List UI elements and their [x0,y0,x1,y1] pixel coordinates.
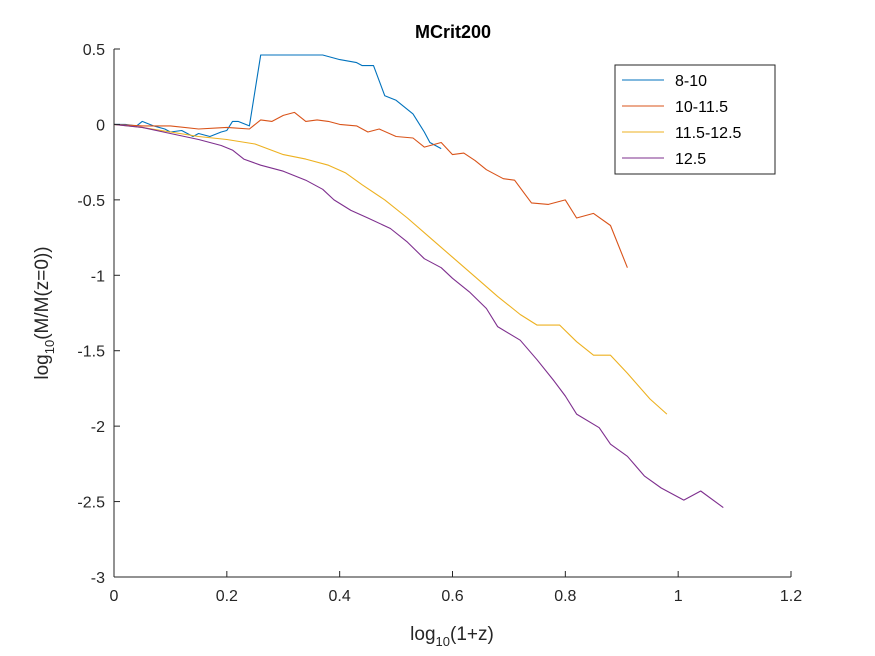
legend-label: 8-10 [675,73,707,90]
y-tick-label: 0.5 [83,42,105,59]
y-tick-label: -0.5 [77,193,105,210]
x-tick-label: 0 [110,588,119,605]
x-tick-label: 0.8 [554,588,576,605]
legend-label: 11.5-12.5 [675,125,742,142]
y-ticks: -3 -2.5 -2 -1.5 -1 -0.5 0 0.5 [77,42,120,587]
legend-box [614,64,776,175]
x-ticks: 0 0.2 0.4 0.6 0.8 1 1.2 [110,571,802,605]
legend-label: 10-11.5 [675,99,728,116]
x-tick-label: 0.4 [329,588,351,605]
legend-label: 12.5 [675,151,706,168]
x-tick-label: 1 [674,588,683,605]
series-line-8-10 [114,54,442,150]
y-axis-label: log10(M/M(z=0)) [32,246,57,379]
series-line-10-11-5 [113,111,628,268]
legend: 8-10 10-11.5 11.5-12.5 12.5 [614,64,776,175]
x-axis-label: log10(1+z) [410,624,494,649]
x-tick-label: 0.2 [216,588,238,605]
y-tick-label: 0 [96,117,105,134]
y-tick-label: -2.5 [77,495,105,512]
y-tick-label: -2 [91,419,105,436]
y-tick-label: -3 [91,570,105,587]
y-tick-label: -1 [91,268,105,285]
x-tick-label: 0.6 [441,588,463,605]
y-tick-label: -1.5 [77,344,105,361]
chart-title: MCrit200 [415,22,491,42]
series-layer [113,54,724,509]
series-line-11-5-12-5 [113,123,668,415]
series-line-12-5 [113,123,724,509]
x-tick-label: 1.2 [780,588,802,605]
